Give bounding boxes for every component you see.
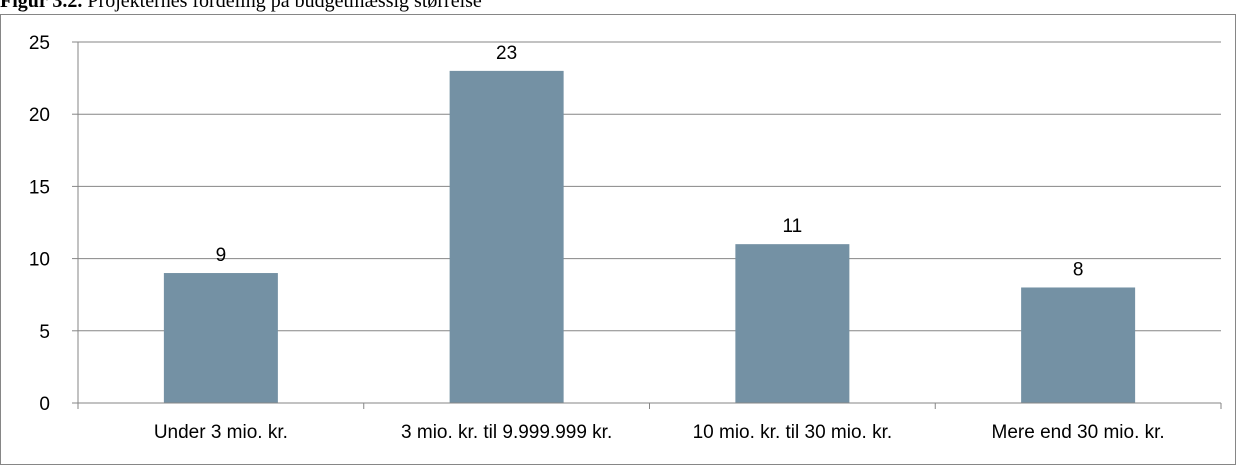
axes bbox=[72, 41, 1222, 409]
figure-caption: Figur 3.2. Projekternes fordeling på bud… bbox=[0, 0, 1237, 14]
x-tick-labels: Under 3 mio. kr. 3 mio. kr. til 9.999.999… bbox=[154, 422, 1165, 443]
bar bbox=[1021, 287, 1136, 403]
y-tick-label: 0 bbox=[39, 394, 50, 415]
bar bbox=[163, 273, 278, 403]
bar bbox=[735, 244, 850, 403]
y-tick-labels: 0 5 10 15 20 25 bbox=[29, 33, 50, 415]
figure-number: Figur 3.2. bbox=[0, 0, 83, 12]
y-tick-label: 20 bbox=[29, 105, 50, 126]
x-tick-label: 10 mio. kr. til 30 mio. kr. bbox=[693, 422, 893, 443]
figure-title: Projekternes fordeling på budgetmæssig s… bbox=[82, 0, 482, 12]
data-label: 8 bbox=[1073, 259, 1084, 280]
data-label: 23 bbox=[496, 43, 517, 64]
data-labels: 9 23 11 8 bbox=[216, 43, 1084, 281]
data-label: 11 bbox=[783, 216, 803, 237]
y-tick-label: 25 bbox=[29, 33, 50, 54]
y-tick-label: 10 bbox=[29, 250, 50, 271]
x-tick-label: Mere end 30 mio. kr. bbox=[992, 422, 1165, 443]
y-tick-label: 5 bbox=[39, 322, 50, 343]
x-tick-label: 3 mio. kr. til 9.999.999 kr. bbox=[401, 422, 612, 443]
bar bbox=[449, 70, 564, 403]
x-tick-label: Under 3 mio. kr. bbox=[154, 422, 288, 443]
y-tick-label: 15 bbox=[29, 177, 50, 198]
bars bbox=[163, 70, 1136, 403]
data-label: 9 bbox=[216, 245, 227, 266]
